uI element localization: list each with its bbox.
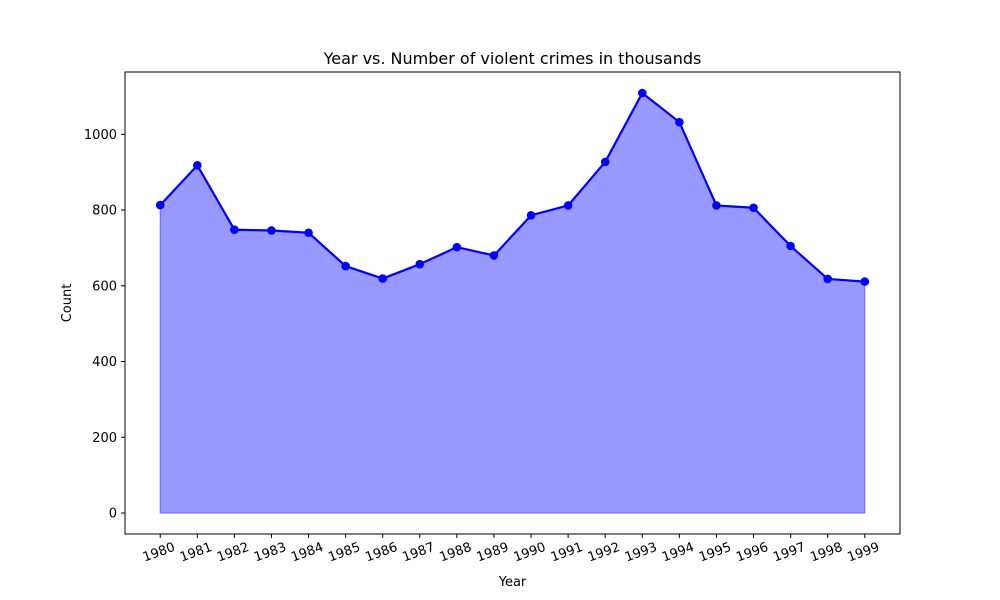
plot-frame [124, 71, 901, 535]
y-tick-label-0: 0 [109, 507, 117, 522]
data-point-1997 [786, 241, 795, 251]
chart-title: Year vs. Number of violent crimes in tho… [323, 49, 702, 68]
y-tick-label-400: 400 [92, 355, 117, 370]
data-point-1995 [712, 201, 721, 210]
data-point-1982 [230, 225, 239, 235]
data-point-1988 [452, 242, 462, 252]
data-point-1994 [675, 117, 684, 127]
data-point-1980 [155, 200, 165, 210]
data-point-1987 [415, 259, 425, 269]
data-point-1996 [749, 203, 758, 213]
data-point-1983 [267, 226, 276, 235]
data-point-1990 [526, 211, 536, 220]
x-axis-label: Year [498, 575, 527, 590]
data-point-1992 [600, 157, 610, 167]
y-axis: 0 200 400 600 800 1000 [84, 128, 125, 522]
data-point-1993 [637, 88, 647, 98]
data-point-1999 [860, 277, 870, 286]
data-point-1985 [341, 261, 350, 271]
data-point-1981 [193, 161, 202, 170]
y-axis-label: Count [60, 284, 75, 323]
y-tick-label-1000: 1000 [84, 128, 117, 143]
data-point-1986 [378, 274, 388, 283]
data-point-1984 [304, 228, 313, 238]
series-line [159, 91, 865, 283]
y-tick-label-800: 800 [92, 204, 117, 219]
y-tick-label-200: 200 [92, 431, 117, 446]
y-tick-label-600: 600 [92, 279, 117, 294]
data-point-1991 [563, 201, 573, 210]
series-layer [155, 88, 870, 514]
data-point-1989 [489, 251, 499, 260]
data-point-1998 [823, 274, 832, 284]
